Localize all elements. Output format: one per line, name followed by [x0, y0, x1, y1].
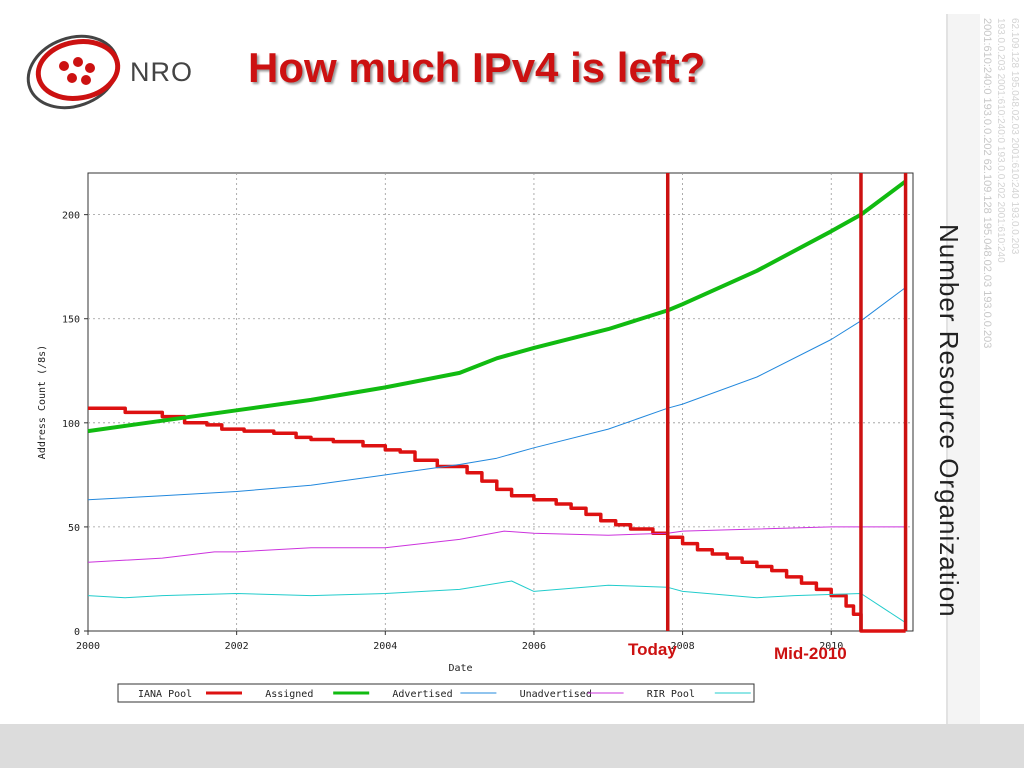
logo-text: NRO — [130, 57, 193, 87]
x-tick-label: 2010 — [819, 641, 843, 652]
legend-label: IANA Pool — [138, 689, 192, 700]
y-tick-label: 200 — [62, 211, 80, 222]
x-tick-label: 2006 — [522, 641, 546, 652]
y-axis-label: Address Count (/8s) — [37, 345, 48, 459]
nro-logo-mark — [26, 34, 121, 110]
today-annotation: Today — [628, 640, 677, 659]
y-tick-label: 50 — [68, 523, 80, 534]
rir-pool-line — [87, 580, 906, 624]
sidebar-strip — [946, 14, 980, 724]
x-tick-label: 2002 — [225, 641, 249, 652]
sidebar-address-texture: 2001:610:240:0 193.0.0.202 62.109.128 19… — [978, 14, 1024, 724]
footer-band — [0, 724, 1024, 768]
plot-frame — [87, 172, 914, 632]
x-axis-label: Date — [448, 663, 472, 674]
y-tick-label: 0 — [74, 627, 80, 638]
legend-box — [117, 683, 755, 703]
sidebar-line-3: 62.109.128 195.048.02.03 2001:610:240 19… — [1009, 18, 1020, 255]
legend-label: Assigned — [265, 689, 313, 700]
y-tick-label: 100 — [62, 419, 80, 430]
advertised-line — [87, 287, 906, 501]
legend-label: Unadvertised — [520, 689, 592, 700]
sidebar-line-2: 193.0.0.203 2001:610:240:0 193.0.0.202 2… — [995, 18, 1006, 263]
sidebar-line-1: 2001:610:240:0 193.0.0.202 62.109.128 19… — [981, 18, 993, 348]
ipv4-chart: 0 50 100 150 200 2000 2002 2004 2006 2008 2010 Date… — [37, 172, 914, 703]
nro-logo — [16, 30, 206, 126]
x-tick-label: 2004 — [373, 641, 397, 652]
iana-pool-line — [88, 406, 906, 633]
assigned-line — [87, 179, 907, 434]
mid-2010-annotation: Mid-2010 — [774, 644, 847, 663]
x-tick-label: 2008 — [671, 641, 695, 652]
x-tick-label: 2000 — [76, 641, 100, 652]
unadvertised-line — [87, 526, 906, 563]
legend-label: Advertised — [392, 689, 452, 700]
legend-label: RIR Pool — [647, 689, 695, 700]
y-tick-label: 150 — [62, 315, 80, 326]
page-title: How much IPv4 is left? — [248, 44, 706, 91]
